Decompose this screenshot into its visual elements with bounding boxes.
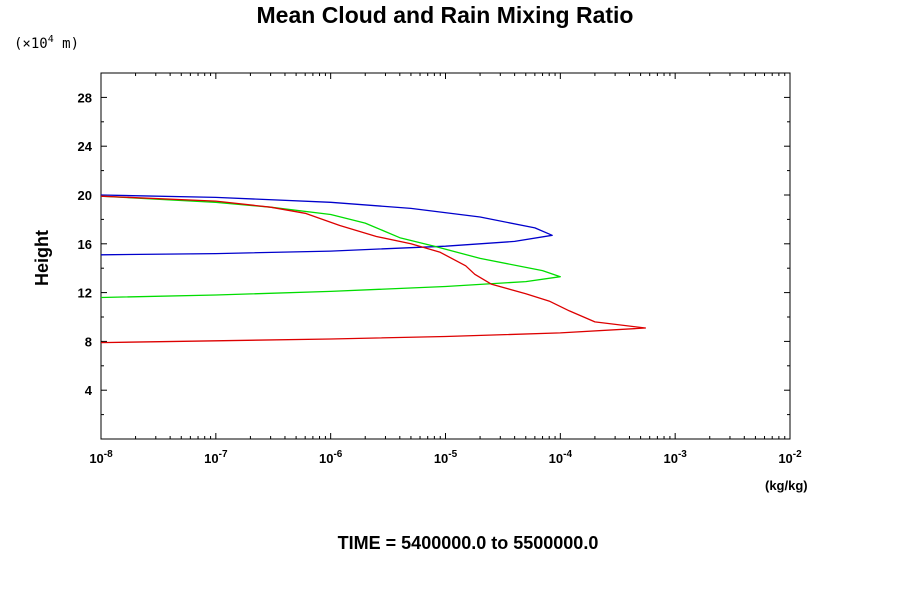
chart-title: Mean Cloud and Rain Mixing Ratio	[257, 2, 634, 28]
x-tick-label: 10-6	[319, 449, 343, 466]
y-tick-label: 16	[78, 237, 92, 252]
y-tick-label: 12	[78, 286, 92, 301]
y-axis-ticks: 4 8 12 16 20 24 28	[78, 90, 790, 416]
y-tick-label: 4	[85, 383, 93, 398]
y-tick-label: 8	[85, 334, 92, 349]
series-line-3	[100, 195, 647, 344]
x-tick-label: 10-5	[434, 449, 458, 466]
x-tick-label: 10-3	[663, 449, 687, 466]
x-tick-label: 10-2	[778, 449, 802, 466]
x-tick-label: 10-4	[549, 449, 573, 466]
x-axis-ticks: 10-8 10-7 10-6 10-5 10-4 10-3 10-2	[89, 73, 802, 466]
y-tick-label: 20	[78, 188, 92, 203]
time-range-label: TIME = 5400000.0 to 5500000.0	[338, 533, 599, 553]
y-tick-label: 24	[78, 139, 93, 154]
x-tick-label: 10-8	[89, 449, 113, 466]
series-line-1	[100, 194, 553, 256]
plot-frame	[100, 72, 791, 440]
y-axis-label: Height	[32, 230, 52, 286]
y-tick-label: 28	[78, 90, 92, 105]
series-line-2	[100, 195, 561, 299]
x-axis-unit-label: (kg/kg)	[765, 478, 808, 493]
series-layer	[100, 194, 647, 344]
x-tick-label: 10-7	[204, 449, 228, 466]
y-scale-label: (×104 m)	[14, 34, 79, 52]
